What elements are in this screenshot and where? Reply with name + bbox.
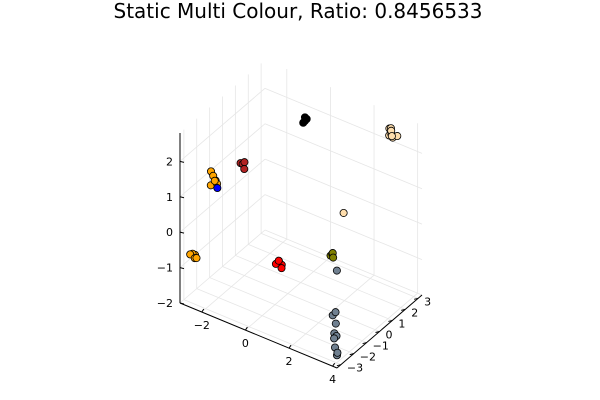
z-tick-label: 0 xyxy=(166,226,173,239)
data-point xyxy=(274,256,283,265)
grid-line-z-side xyxy=(179,229,266,304)
grid-line-y-floor xyxy=(196,288,354,354)
x-tick-mark xyxy=(201,308,205,313)
grid-line-z-back xyxy=(264,194,423,260)
y-tick-mark xyxy=(349,353,354,356)
x-tick-mark xyxy=(245,326,248,331)
data-point xyxy=(240,158,249,167)
data-point xyxy=(333,348,342,357)
y-tick-label: 0 xyxy=(386,329,393,342)
data-point xyxy=(330,334,339,343)
x-tick-mark xyxy=(332,362,336,367)
grid-line-z-back xyxy=(264,123,423,190)
y-tick-mark xyxy=(414,297,419,300)
y-tick-label: 3 xyxy=(424,295,431,308)
z-tick-mark xyxy=(179,267,185,270)
x-axis-line xyxy=(179,302,338,369)
data-point xyxy=(331,319,340,328)
y-tick-label: −3 xyxy=(347,362,363,375)
x-tick-label: 4 xyxy=(329,373,336,386)
z-tick-label: −1 xyxy=(157,262,173,275)
grid-line-z-side xyxy=(179,123,266,198)
z-tick-label: −2 xyxy=(157,297,173,310)
y-tick-label: 2 xyxy=(411,306,418,319)
grid-lines xyxy=(179,63,423,367)
data-point xyxy=(213,184,222,193)
y-tick-label: 1 xyxy=(398,317,405,330)
z-tick-label: 2 xyxy=(166,155,173,168)
data-point xyxy=(240,165,249,174)
grid-line-y-floor xyxy=(260,232,419,299)
data-point xyxy=(339,208,348,217)
y-tick-mark xyxy=(375,331,380,333)
x-tick-mark xyxy=(288,344,292,349)
data-point xyxy=(332,266,341,275)
z-tick-mark xyxy=(179,231,185,234)
grid-line-z-back xyxy=(264,158,423,225)
grid-line-z-side xyxy=(179,88,266,162)
grid-line-y-floor xyxy=(248,244,406,310)
y-tick-mark xyxy=(336,364,341,367)
grid-line-z-back xyxy=(264,87,423,154)
axes xyxy=(179,133,423,369)
data-point xyxy=(210,176,219,185)
z-tick-mark xyxy=(179,160,185,163)
z-tick-label: 1 xyxy=(166,191,173,204)
chart-title: Static Multi Colour, Ratio: 0.8456533 xyxy=(114,0,483,23)
data-point xyxy=(300,113,309,122)
grid-line-y-floor xyxy=(222,266,380,332)
data-point xyxy=(331,308,340,317)
y-tick-mark xyxy=(362,342,367,345)
data-point xyxy=(277,264,286,273)
data-points xyxy=(186,113,402,360)
x-tick-label: 2 xyxy=(286,355,293,368)
grid-line-y-floor xyxy=(235,255,393,321)
y-tick-mark xyxy=(401,308,406,311)
grid-line-z-side xyxy=(179,158,266,233)
z-tick-mark xyxy=(179,196,185,199)
x-tick-label: −2 xyxy=(194,319,210,332)
grid-line-y-floor xyxy=(183,299,342,366)
data-point xyxy=(329,253,338,262)
y-tick-label: −2 xyxy=(360,351,376,364)
y-tick-label: −1 xyxy=(373,340,389,353)
x-tick-label: 0 xyxy=(242,337,249,350)
z-tick-mark xyxy=(179,302,185,305)
grid-line-z-back xyxy=(264,229,423,296)
data-point xyxy=(387,132,396,141)
grid-line-y-floor xyxy=(209,277,367,343)
data-point xyxy=(192,254,201,263)
y-tick-mark xyxy=(388,319,393,322)
